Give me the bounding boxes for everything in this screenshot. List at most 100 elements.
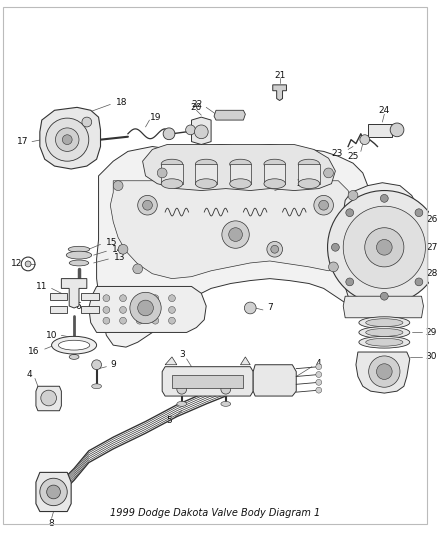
- Ellipse shape: [264, 179, 286, 189]
- Circle shape: [120, 317, 127, 324]
- Text: 29: 29: [425, 328, 437, 337]
- Text: 1999 Dodge Dakota Valve Body Diagram 1: 1999 Dodge Dakota Valve Body Diagram 1: [110, 508, 320, 519]
- Circle shape: [143, 200, 152, 210]
- Circle shape: [120, 295, 127, 302]
- Ellipse shape: [230, 179, 251, 189]
- Polygon shape: [214, 110, 245, 120]
- Circle shape: [229, 228, 242, 241]
- Bar: [298, 164, 320, 184]
- Circle shape: [222, 221, 249, 248]
- Circle shape: [169, 306, 175, 313]
- Circle shape: [136, 306, 143, 313]
- Circle shape: [332, 244, 339, 251]
- Circle shape: [136, 295, 143, 302]
- Circle shape: [346, 239, 356, 249]
- Circle shape: [381, 292, 388, 300]
- Text: 19: 19: [150, 112, 162, 122]
- Ellipse shape: [221, 401, 231, 406]
- Circle shape: [103, 306, 110, 313]
- Circle shape: [244, 302, 256, 314]
- Circle shape: [46, 118, 89, 161]
- Circle shape: [377, 239, 392, 255]
- Polygon shape: [273, 85, 286, 101]
- Ellipse shape: [366, 338, 403, 346]
- Circle shape: [377, 364, 392, 379]
- Polygon shape: [36, 472, 71, 512]
- Polygon shape: [240, 357, 250, 365]
- Circle shape: [271, 245, 279, 253]
- Circle shape: [47, 485, 60, 499]
- Circle shape: [346, 209, 353, 216]
- Polygon shape: [36, 386, 61, 411]
- Polygon shape: [81, 306, 99, 313]
- Circle shape: [369, 356, 400, 387]
- Circle shape: [120, 306, 127, 313]
- Circle shape: [136, 317, 143, 324]
- Polygon shape: [89, 286, 206, 333]
- Text: 11: 11: [36, 282, 48, 291]
- Bar: [264, 164, 286, 184]
- Ellipse shape: [195, 159, 217, 169]
- Circle shape: [40, 478, 67, 506]
- Text: 13: 13: [114, 253, 126, 262]
- Circle shape: [82, 117, 92, 127]
- Ellipse shape: [366, 328, 403, 336]
- Text: 30: 30: [425, 352, 437, 361]
- Polygon shape: [191, 117, 211, 144]
- Text: 14: 14: [112, 245, 124, 254]
- Ellipse shape: [359, 327, 410, 338]
- Polygon shape: [341, 183, 421, 316]
- Ellipse shape: [92, 384, 102, 389]
- Circle shape: [267, 241, 283, 257]
- Ellipse shape: [52, 336, 97, 354]
- Polygon shape: [97, 144, 382, 347]
- Ellipse shape: [366, 319, 403, 327]
- Circle shape: [177, 384, 187, 394]
- Circle shape: [314, 196, 333, 215]
- Text: 8: 8: [49, 519, 54, 528]
- Circle shape: [103, 317, 110, 324]
- Circle shape: [103, 295, 110, 302]
- Bar: [161, 164, 183, 184]
- Text: 16: 16: [28, 346, 40, 356]
- Circle shape: [328, 190, 438, 304]
- Polygon shape: [367, 124, 392, 137]
- Polygon shape: [81, 293, 99, 300]
- Circle shape: [346, 278, 353, 286]
- Ellipse shape: [69, 260, 89, 266]
- Text: 9: 9: [110, 360, 116, 369]
- Polygon shape: [49, 306, 67, 313]
- Text: 7: 7: [267, 303, 272, 312]
- Text: 26: 26: [427, 215, 438, 224]
- Text: 12: 12: [11, 260, 22, 269]
- Text: 4: 4: [26, 370, 32, 379]
- Circle shape: [221, 384, 231, 394]
- Circle shape: [316, 364, 321, 369]
- Circle shape: [118, 244, 128, 254]
- Circle shape: [328, 262, 338, 272]
- Text: 27: 27: [427, 243, 438, 252]
- Circle shape: [381, 195, 388, 203]
- Bar: [230, 164, 251, 184]
- Circle shape: [92, 360, 102, 369]
- Circle shape: [133, 264, 143, 274]
- Ellipse shape: [390, 123, 404, 137]
- Circle shape: [56, 128, 79, 151]
- Ellipse shape: [66, 251, 92, 259]
- Circle shape: [157, 168, 167, 178]
- Circle shape: [343, 206, 425, 288]
- Bar: [195, 164, 217, 184]
- Text: 15: 15: [106, 238, 118, 247]
- Polygon shape: [356, 352, 410, 393]
- Circle shape: [152, 317, 159, 324]
- Text: 24: 24: [379, 106, 390, 115]
- Text: 22: 22: [191, 100, 202, 109]
- Text: 18: 18: [116, 98, 127, 107]
- Circle shape: [324, 168, 333, 178]
- Ellipse shape: [177, 401, 187, 406]
- Text: 6: 6: [75, 302, 81, 311]
- Circle shape: [316, 372, 321, 377]
- Text: 17: 17: [17, 137, 28, 146]
- Text: 28: 28: [427, 269, 438, 278]
- Text: 5: 5: [166, 416, 172, 425]
